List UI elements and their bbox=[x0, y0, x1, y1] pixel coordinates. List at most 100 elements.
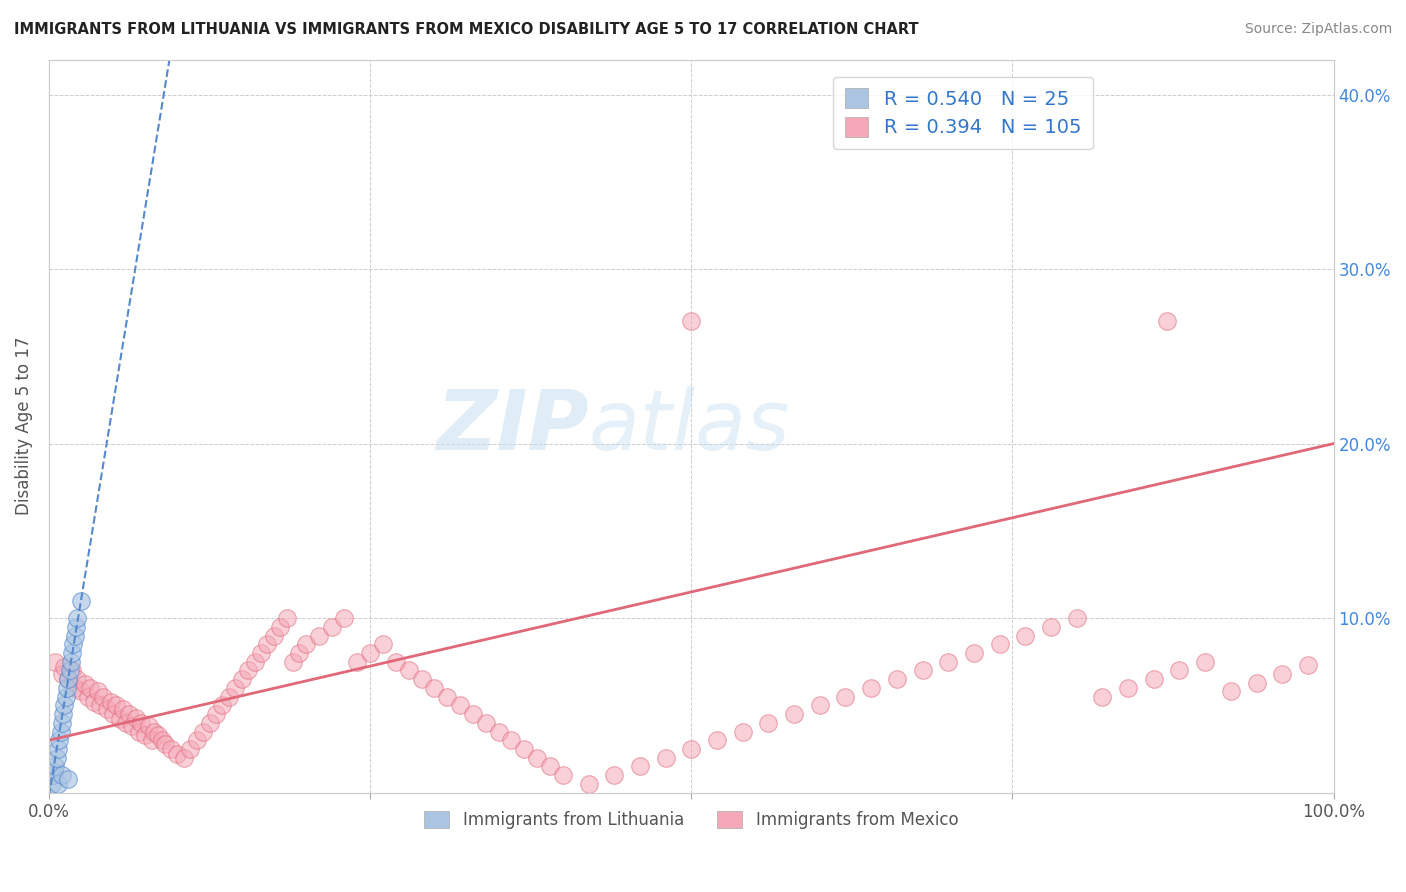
Point bbox=[52, 707, 75, 722]
Point bbox=[1116, 681, 1139, 695]
Point bbox=[91, 690, 114, 704]
Point bbox=[44, 655, 66, 669]
Point bbox=[153, 737, 176, 751]
Point bbox=[63, 681, 86, 695]
Point bbox=[423, 681, 446, 695]
Point bbox=[42, 768, 65, 782]
Point bbox=[53, 698, 76, 713]
Point bbox=[308, 629, 330, 643]
Point bbox=[706, 733, 728, 747]
Text: Source: ZipAtlas.com: Source: ZipAtlas.com bbox=[1244, 22, 1392, 37]
Point bbox=[49, 724, 72, 739]
Point bbox=[65, 620, 87, 634]
Point bbox=[58, 772, 80, 786]
Point bbox=[758, 715, 780, 730]
Point bbox=[224, 681, 246, 695]
Point bbox=[112, 702, 135, 716]
Point bbox=[988, 637, 1011, 651]
Point bbox=[121, 719, 143, 733]
Point bbox=[1040, 620, 1063, 634]
Point bbox=[236, 664, 259, 678]
Point bbox=[46, 777, 69, 791]
Point bbox=[96, 702, 118, 716]
Text: IMMIGRANTS FROM LITHUANIA VS IMMIGRANTS FROM MEXICO DISABILITY AGE 5 TO 17 CORRE: IMMIGRANTS FROM LITHUANIA VS IMMIGRANTS … bbox=[14, 22, 918, 37]
Point bbox=[58, 672, 80, 686]
Point bbox=[66, 672, 89, 686]
Point bbox=[117, 707, 139, 722]
Legend: Immigrants from Lithuania, Immigrants from Mexico: Immigrants from Lithuania, Immigrants fr… bbox=[418, 804, 965, 836]
Point bbox=[276, 611, 298, 625]
Point bbox=[250, 646, 273, 660]
Point bbox=[150, 733, 173, 747]
Point bbox=[179, 742, 201, 756]
Point bbox=[578, 777, 600, 791]
Point bbox=[359, 646, 381, 660]
Point bbox=[51, 715, 73, 730]
Point bbox=[1194, 655, 1216, 669]
Point bbox=[79, 681, 101, 695]
Point bbox=[63, 629, 86, 643]
Point bbox=[449, 698, 471, 713]
Point bbox=[963, 646, 986, 660]
Point bbox=[911, 664, 934, 678]
Point bbox=[474, 715, 496, 730]
Point bbox=[346, 655, 368, 669]
Point bbox=[146, 728, 169, 742]
Point bbox=[628, 759, 651, 773]
Point bbox=[501, 733, 523, 747]
Point bbox=[385, 655, 408, 669]
Point bbox=[44, 759, 66, 773]
Point bbox=[173, 750, 195, 764]
Point bbox=[198, 715, 221, 730]
Point bbox=[60, 646, 83, 660]
Point bbox=[138, 719, 160, 733]
Point bbox=[681, 314, 703, 328]
Point bbox=[603, 768, 626, 782]
Point bbox=[231, 672, 253, 686]
Point bbox=[115, 715, 138, 730]
Point bbox=[131, 715, 153, 730]
Point bbox=[211, 698, 233, 713]
Point bbox=[513, 742, 536, 756]
Text: atlas: atlas bbox=[589, 385, 790, 467]
Point bbox=[42, 764, 65, 779]
Point bbox=[58, 664, 80, 678]
Point bbox=[186, 733, 208, 747]
Point bbox=[288, 646, 311, 660]
Point bbox=[143, 724, 166, 739]
Point bbox=[243, 655, 266, 669]
Point bbox=[263, 629, 285, 643]
Point bbox=[269, 620, 291, 634]
Point bbox=[104, 698, 127, 713]
Point bbox=[783, 707, 806, 722]
Point bbox=[55, 690, 77, 704]
Point bbox=[45, 750, 67, 764]
Point bbox=[70, 593, 93, 607]
Point bbox=[53, 660, 76, 674]
Point bbox=[108, 712, 131, 726]
Point bbox=[128, 724, 150, 739]
Point bbox=[51, 667, 73, 681]
Point bbox=[1014, 629, 1036, 643]
Point bbox=[411, 672, 433, 686]
Point bbox=[51, 768, 73, 782]
Point bbox=[134, 728, 156, 742]
Point bbox=[295, 637, 318, 651]
Point bbox=[886, 672, 908, 686]
Point bbox=[87, 684, 110, 698]
Point bbox=[860, 681, 883, 695]
Point bbox=[56, 681, 79, 695]
Point bbox=[256, 637, 278, 651]
Point bbox=[1156, 314, 1178, 328]
Point bbox=[398, 664, 420, 678]
Point bbox=[59, 655, 82, 669]
Point bbox=[1271, 667, 1294, 681]
Point bbox=[526, 750, 548, 764]
Point bbox=[103, 707, 125, 722]
Point bbox=[333, 611, 356, 625]
Point bbox=[731, 724, 754, 739]
Point bbox=[834, 690, 856, 704]
Point bbox=[218, 690, 240, 704]
Point bbox=[281, 655, 304, 669]
Point bbox=[100, 695, 122, 709]
